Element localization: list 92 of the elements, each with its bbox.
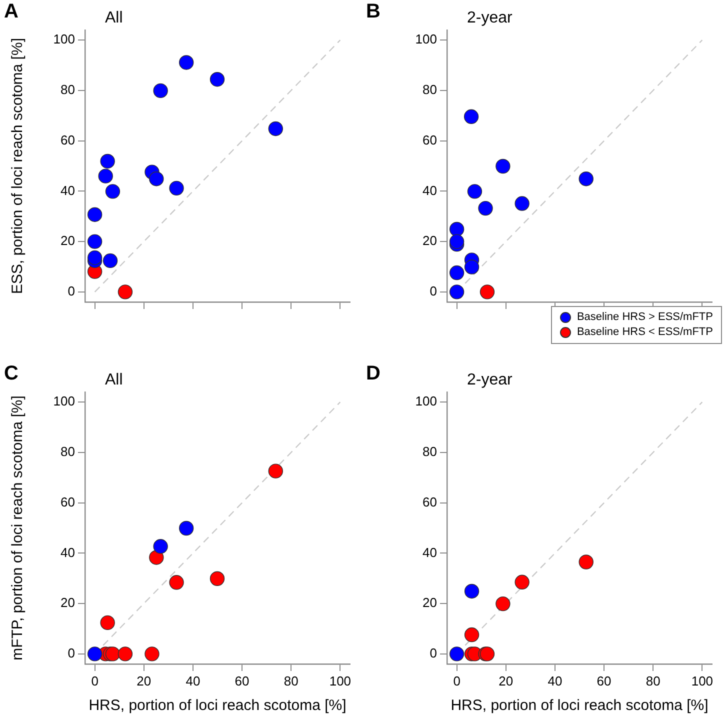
y-tick-label: 20 bbox=[422, 233, 437, 248]
point bbox=[87, 207, 102, 222]
point bbox=[102, 253, 118, 268]
point bbox=[100, 154, 115, 169]
point bbox=[514, 574, 530, 590]
chart-title: All bbox=[105, 9, 123, 26]
y-tick-label: 40 bbox=[422, 544, 437, 560]
point bbox=[210, 571, 225, 586]
x-tick-label: 80 bbox=[646, 673, 660, 688]
point bbox=[169, 180, 184, 196]
y-tick-label: 0 bbox=[430, 646, 437, 661]
point bbox=[478, 200, 493, 216]
y-tick-label: 100 bbox=[415, 32, 437, 47]
x-tick-label: 60 bbox=[596, 673, 612, 688]
point bbox=[464, 260, 480, 274]
chart-title: 2-year bbox=[467, 371, 514, 388]
text: A bbox=[4, 0, 18, 23]
y-tick-label: 60 bbox=[60, 494, 75, 510]
x-tick-label: 40 bbox=[186, 673, 200, 688]
point bbox=[87, 646, 102, 662]
point bbox=[210, 72, 225, 87]
y-tick-label: 80 bbox=[422, 444, 437, 460]
y-tick-label: 60 bbox=[60, 132, 75, 148]
y-tick-label: 100 bbox=[53, 394, 75, 409]
point bbox=[449, 222, 464, 237]
point bbox=[98, 168, 113, 184]
y-tick-label: 100 bbox=[415, 394, 437, 409]
y-tick-label: 0 bbox=[68, 284, 75, 299]
x-tick-label: 100 bbox=[691, 673, 714, 688]
point bbox=[149, 550, 164, 565]
point bbox=[449, 234, 464, 249]
point bbox=[178, 55, 194, 70]
y-axis-title: ESS, portion of loci reach scotoma [%] bbox=[9, 38, 26, 294]
y-tick-label: 80 bbox=[60, 82, 75, 98]
y-tick-label: 20 bbox=[422, 595, 437, 610]
chart-title: 2-year bbox=[467, 9, 514, 26]
point bbox=[578, 171, 594, 186]
point bbox=[87, 234, 102, 249]
point bbox=[449, 284, 464, 300]
y-tick-label: 40 bbox=[422, 182, 437, 198]
text: D bbox=[366, 362, 380, 385]
point bbox=[268, 464, 284, 478]
point bbox=[149, 171, 164, 186]
point bbox=[464, 109, 479, 124]
point bbox=[578, 554, 594, 570]
x-tick-label: 40 bbox=[548, 673, 562, 688]
y-tick-label: 0 bbox=[68, 646, 75, 661]
legend-label: Baseline HRS < ESS/mFTP bbox=[576, 325, 713, 340]
x-tick-label: 0 bbox=[91, 673, 98, 688]
y-tick-label: 20 bbox=[60, 595, 75, 610]
y-tick-label: 100 bbox=[53, 32, 75, 47]
point bbox=[144, 646, 160, 662]
point bbox=[496, 596, 510, 612]
point bbox=[105, 184, 120, 199]
text: B bbox=[366, 0, 380, 23]
x-axis-title: HRS, portion of loci reach scotoma [%] bbox=[450, 697, 708, 714]
point bbox=[496, 158, 510, 174]
y-axis-title: mFTP, portion of loci reach scotoma [%] bbox=[9, 396, 26, 660]
point bbox=[464, 627, 480, 642]
point bbox=[153, 539, 168, 554]
point bbox=[87, 250, 102, 266]
y-tick-label: 80 bbox=[60, 444, 75, 460]
point bbox=[467, 184, 482, 199]
point bbox=[514, 196, 530, 211]
text: C bbox=[4, 362, 18, 385]
x-axis-title: HRS, portion of loci reach scotoma [%] bbox=[88, 697, 346, 714]
point bbox=[118, 646, 133, 662]
point bbox=[449, 646, 464, 662]
point bbox=[268, 121, 284, 136]
y-tick-label: 0 bbox=[430, 284, 437, 299]
legend-label: Baseline HRS > ESS/mFTP bbox=[576, 310, 713, 325]
x-tick-label: 100 bbox=[329, 673, 352, 688]
point bbox=[100, 615, 115, 630]
x-tick-label: 0 bbox=[453, 673, 460, 688]
y-tick-label: 40 bbox=[60, 544, 75, 560]
point bbox=[178, 520, 194, 536]
y-tick-label: 20 bbox=[60, 233, 75, 248]
point bbox=[169, 575, 184, 590]
y-tick-label: 60 bbox=[422, 132, 437, 148]
y-tick-label: 80 bbox=[422, 82, 437, 98]
point bbox=[449, 265, 464, 280]
x-tick-label: 60 bbox=[234, 673, 250, 688]
y-tick-label: 60 bbox=[422, 494, 437, 510]
x-tick-label: 20 bbox=[136, 673, 152, 688]
x-tick-label: 80 bbox=[284, 673, 298, 688]
point bbox=[153, 83, 168, 98]
point bbox=[480, 284, 495, 300]
chart-title: All bbox=[105, 371, 123, 388]
point bbox=[118, 284, 133, 300]
y-tick-label: 40 bbox=[60, 182, 75, 198]
point bbox=[464, 584, 480, 599]
x-tick-label: 20 bbox=[498, 673, 514, 688]
